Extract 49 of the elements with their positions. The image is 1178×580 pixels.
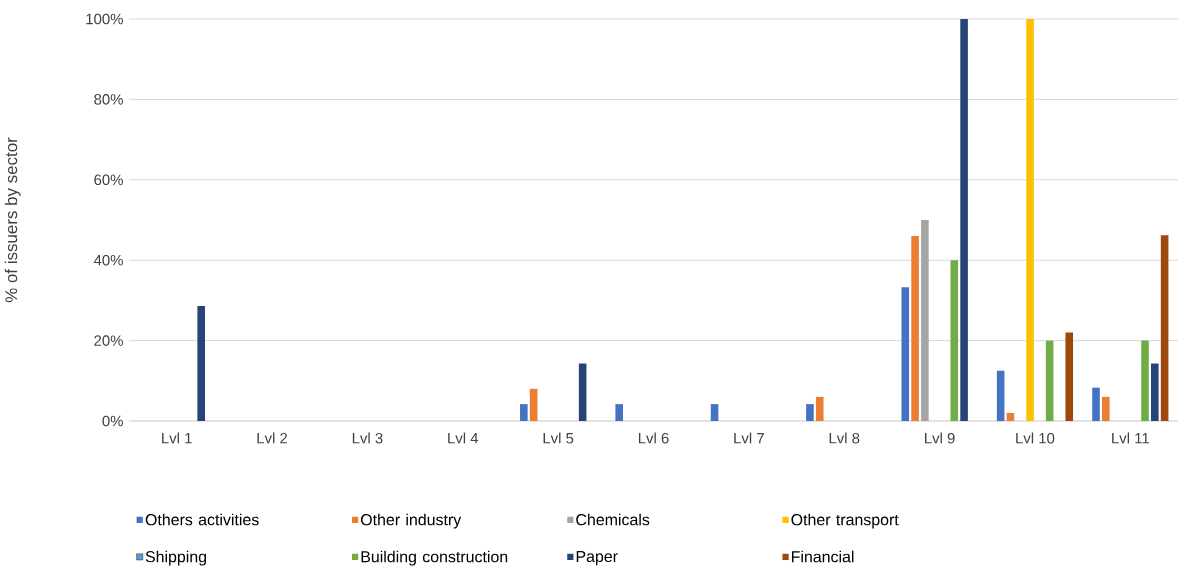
bar — [950, 260, 959, 421]
x-tick-label: Lvl 5 — [543, 432, 574, 444]
x-tick-label: Lvl 2 — [257, 432, 288, 444]
y-tick-label: 0% — [102, 415, 123, 427]
x-tick-label: Lvl 1 — [162, 432, 192, 444]
y-tick-label: 20% — [94, 335, 123, 346]
bar — [815, 396, 824, 421]
bar — [710, 404, 719, 421]
bar — [1160, 235, 1169, 421]
bar — [1006, 412, 1015, 421]
legend-label: Other transport — [791, 513, 899, 529]
bar — [520, 404, 528, 421]
bar — [1151, 363, 1159, 421]
x-tick-label: Lvl 6 — [638, 432, 669, 444]
bar — [1141, 340, 1149, 421]
x-tick-label: Lvl 9 — [925, 432, 955, 444]
y-tick-label: 80% — [94, 94, 123, 105]
bar — [921, 220, 929, 421]
legend-label: Other industry — [360, 513, 462, 529]
y-tick-label: 100% — [86, 13, 123, 25]
legend-label: Financial — [791, 550, 854, 563]
x-tick-label: Lvl 3 — [352, 432, 383, 444]
bar — [578, 363, 587, 421]
legend-label: Paper — [576, 550, 618, 566]
bar — [1026, 19, 1034, 421]
bar — [911, 236, 919, 421]
bar — [960, 19, 968, 421]
bar — [1092, 387, 1100, 421]
bar — [1045, 340, 1054, 421]
y-tick-label: 60% — [94, 174, 123, 186]
bar — [996, 370, 1005, 421]
bar — [901, 287, 910, 421]
bar — [529, 388, 538, 421]
bar — [1065, 332, 1074, 421]
legend-label: Shipping — [145, 550, 207, 566]
y-axis-title: % of issuers by sector — [4, 137, 21, 303]
bar — [197, 306, 205, 421]
bar — [806, 404, 814, 421]
bar — [615, 404, 623, 421]
x-tick-label: Lvl 10 — [1016, 432, 1055, 444]
legend-label: Building construction — [361, 550, 508, 566]
x-tick-label: Lvl 11 — [1112, 432, 1149, 444]
x-tick-label: Lvl 8 — [829, 432, 860, 444]
legend-label: Others activities — [145, 513, 259, 526]
x-tick-label: Lvl 7 — [734, 432, 764, 444]
y-tick-label: 40% — [93, 254, 123, 266]
x-tick-label: Lvl 4 — [448, 432, 479, 444]
bar — [1102, 396, 1110, 421]
legend-label: Chemicals — [576, 513, 650, 526]
